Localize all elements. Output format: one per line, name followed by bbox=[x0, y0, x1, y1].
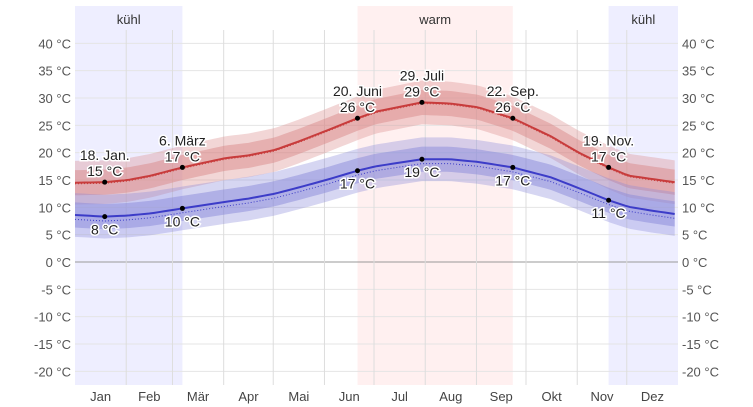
annotation-value: 15 °C bbox=[87, 163, 122, 179]
x-tick-month: Jan bbox=[90, 389, 111, 404]
y-tick-right: -20 °C bbox=[682, 364, 719, 379]
data-point bbox=[355, 168, 361, 174]
y-tick-right: 0 °C bbox=[682, 255, 707, 270]
y-tick-left: 40 °C bbox=[38, 36, 71, 51]
season-band bbox=[357, 6, 513, 385]
y-tick-left: -5 °C bbox=[41, 282, 71, 297]
data-point bbox=[355, 115, 361, 121]
y-tick-right: -15 °C bbox=[682, 337, 719, 352]
data-point bbox=[102, 214, 108, 220]
y-tick-left: -15 °C bbox=[34, 337, 71, 352]
y-tick-left: -20 °C bbox=[34, 364, 71, 379]
y-tick-right: -5 °C bbox=[682, 282, 712, 297]
annotation-date: 19. Nov. bbox=[583, 132, 634, 148]
low-line bbox=[74, 158, 675, 218]
x-tick-month: Dez bbox=[641, 389, 664, 404]
data-point bbox=[102, 179, 108, 185]
annotation-value: 17 °C bbox=[591, 148, 626, 164]
data-point bbox=[419, 156, 425, 162]
y-tick-right: 30 °C bbox=[682, 91, 715, 106]
x-tick-month: Feb bbox=[138, 389, 160, 404]
x-tick-month: Jun bbox=[339, 389, 360, 404]
annotation-value: 17 °C bbox=[340, 176, 375, 192]
data-point bbox=[419, 99, 425, 105]
data-point bbox=[179, 205, 185, 211]
x-tick-month: Jul bbox=[391, 389, 408, 404]
x-tick-month: Nov bbox=[590, 389, 614, 404]
annotation-value: 8 °C bbox=[91, 222, 118, 238]
annotation-date: 6. März bbox=[159, 132, 206, 148]
y-tick-right: 25 °C bbox=[682, 118, 715, 133]
data-point bbox=[606, 164, 612, 170]
y-tick-right: -10 °C bbox=[682, 310, 719, 325]
y-tick-left: 35 °C bbox=[38, 64, 71, 79]
y-tick-right: 35 °C bbox=[682, 64, 715, 79]
x-tick-month: Mär bbox=[187, 389, 210, 404]
y-tick-right: 15 °C bbox=[682, 173, 715, 188]
annotation-value: 17 °C bbox=[495, 172, 530, 188]
low-percentile-band bbox=[75, 146, 675, 230]
data-point bbox=[510, 115, 516, 121]
annotation-date: 20. Juni bbox=[333, 83, 382, 99]
high-percentile-band bbox=[75, 89, 675, 196]
y-tick-left: 10 °C bbox=[38, 200, 71, 215]
x-tick-month: Mai bbox=[288, 389, 309, 404]
annotation-value: 11 °C bbox=[592, 205, 626, 221]
y-tick-left: 0 °C bbox=[46, 255, 71, 270]
season-label: kühl bbox=[117, 12, 141, 27]
annotation-value: 26 °C bbox=[340, 99, 375, 115]
season-label: warm bbox=[418, 12, 451, 27]
y-tick-right: 5 °C bbox=[682, 228, 707, 243]
annotation-value: 29 °C bbox=[404, 83, 439, 99]
annotation-date: 22. Sep. bbox=[487, 83, 539, 99]
x-tick-month: Sep bbox=[490, 389, 513, 404]
x-tick-month: Okt bbox=[542, 389, 563, 404]
x-tick-month: Aug bbox=[439, 389, 462, 404]
annotation-value: 19 °C bbox=[404, 164, 439, 180]
annotation-value: 26 °C bbox=[495, 99, 530, 115]
data-point bbox=[510, 164, 516, 170]
y-tick-right: 10 °C bbox=[682, 200, 715, 215]
y-tick-left: 5 °C bbox=[46, 228, 71, 243]
y-tick-right: 40 °C bbox=[682, 36, 715, 51]
annotation-date: 29. Juli bbox=[400, 67, 444, 83]
annotation-date: 18. Jan. bbox=[80, 147, 130, 163]
y-tick-left: 20 °C bbox=[38, 146, 71, 161]
season-band bbox=[75, 6, 183, 385]
y-tick-right: 20 °C bbox=[682, 146, 715, 161]
y-tick-left: 25 °C bbox=[38, 118, 71, 133]
x-tick-month: Apr bbox=[238, 389, 259, 404]
data-point bbox=[179, 164, 185, 170]
y-tick-left: 15 °C bbox=[38, 173, 71, 188]
y-tick-left: -10 °C bbox=[34, 310, 71, 325]
annotation-value: 17 °C bbox=[165, 148, 200, 164]
data-point bbox=[606, 197, 612, 203]
annotation-value: 10 °C bbox=[165, 213, 200, 229]
season-label: kühl bbox=[631, 12, 655, 27]
high-line bbox=[74, 101, 675, 184]
y-tick-left: 30 °C bbox=[38, 91, 71, 106]
